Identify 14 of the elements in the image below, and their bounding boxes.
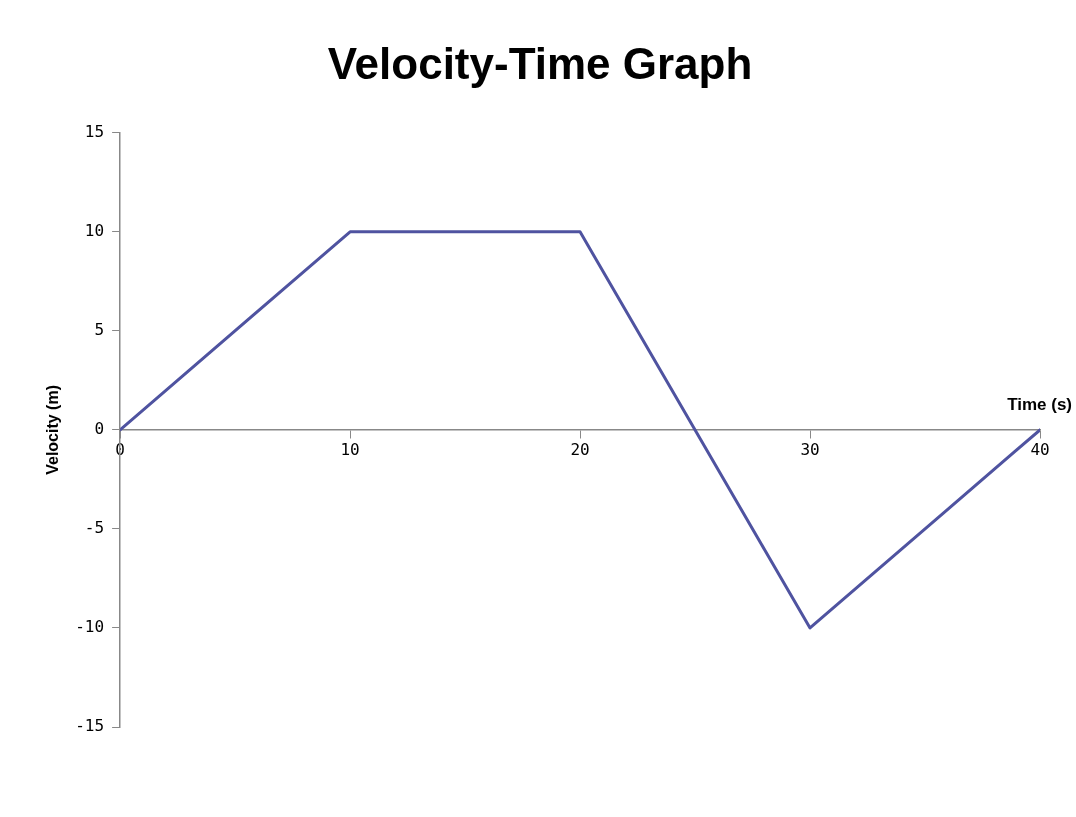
- y-tick-label: -15: [75, 716, 105, 736]
- x-axis-title: Time (s): [1007, 395, 1072, 415]
- y-tick-label: -10: [75, 617, 105, 637]
- x-tick-label: 20: [570, 439, 590, 459]
- x-tick-label: 30: [800, 439, 820, 459]
- y-tick-label: 15: [84, 121, 105, 141]
- y-axis-title: Velocity (m): [44, 384, 62, 475]
- chart-title: Velocity-Time Graph: [327, 38, 753, 88]
- x-tick-label: 10: [340, 439, 360, 459]
- y-tick-label: 5: [94, 320, 105, 340]
- x-tick-label: 40: [1030, 439, 1050, 459]
- y-tick-label: 0: [94, 419, 105, 439]
- y-tick-label: -5: [84, 518, 105, 538]
- y-tick-label: 10: [84, 220, 105, 240]
